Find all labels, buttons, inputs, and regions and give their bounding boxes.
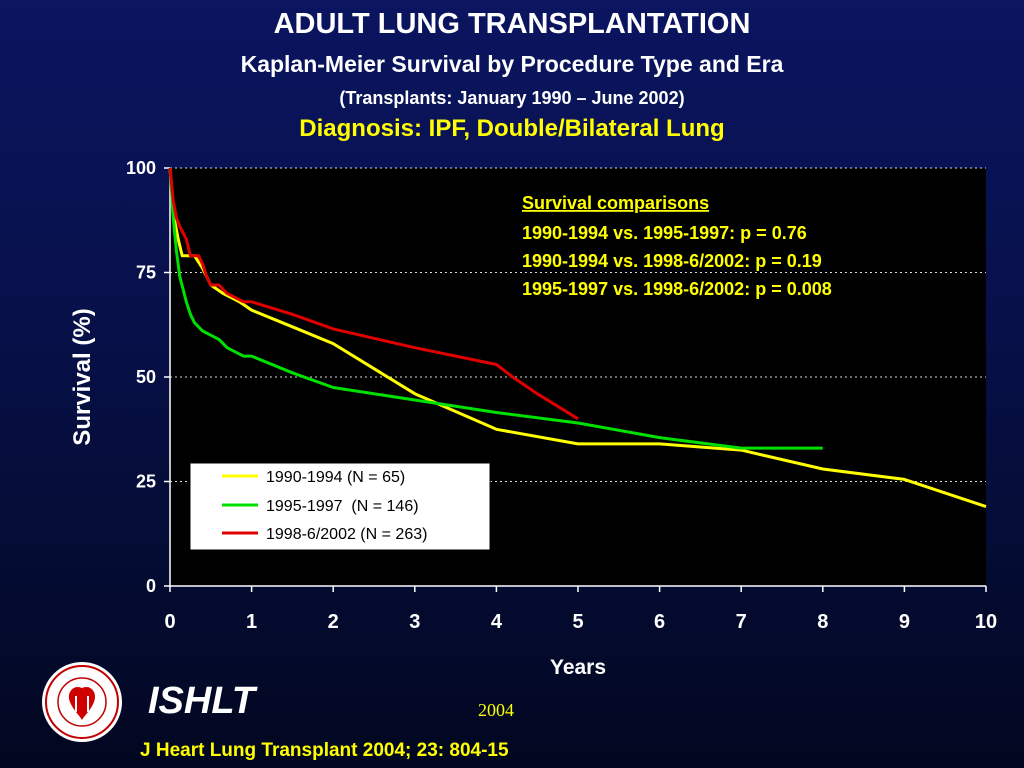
comparison-line: 1990-1994 vs. 1998-6/2002: p = 0.19 (522, 251, 822, 271)
x-tick-label: 7 (736, 611, 747, 633)
slide-title: ADULT LUNG TRANSPLANTATION (273, 8, 751, 40)
y-tick-label: 100 (126, 158, 156, 178)
x-tick-label: 9 (899, 611, 910, 633)
slide-subtitle: Kaplan-Meier Survival by Procedure Type … (240, 51, 784, 77)
series-line (168, 167, 987, 509)
survival-comparisons: Survival comparisons 1990-1994 vs. 1995-… (522, 193, 832, 299)
x-tick-label: 5 (572, 611, 583, 633)
legend-label: 1998-6/2002 (N = 263) (266, 526, 427, 543)
x-tick-label: 6 (654, 611, 665, 633)
comparison-line: 1995-1997 vs. 1998-6/2002: p = 0.008 (522, 279, 832, 299)
year-label: 2004 (478, 700, 514, 720)
x-tick-label: 4 (491, 611, 503, 633)
x-tick-label: 1 (246, 611, 257, 633)
legend-label: 1990-1994 (N = 65) (266, 469, 405, 486)
legend-label: 1995-1997 (N = 146) (266, 498, 419, 515)
x-tick-label: 10 (975, 611, 997, 633)
legend: 1990-1994 (N = 65) 1995-1997 (N = 146) 1… (189, 462, 491, 551)
y-tick-label: 75 (136, 263, 156, 283)
series-line (168, 167, 823, 450)
y-tick-label: 0 (146, 576, 156, 596)
x-tick-label: 3 (409, 611, 420, 633)
citation: J Heart Lung Transplant 2004; 23: 804-15 (140, 740, 509, 761)
x-axis-label: Years (550, 656, 606, 679)
comparison-line: 1990-1994 vs. 1995-1997: p = 0.76 (522, 223, 807, 243)
x-tick-label: 2 (328, 611, 339, 633)
diagnosis-label: Diagnosis: IPF, Double/Bilateral Lung (299, 115, 725, 142)
comparisons-heading: Survival comparisons (522, 193, 709, 213)
ishlt-brand: ISHLT (148, 680, 255, 722)
ishlt-logo (42, 662, 122, 742)
y-tick-label: 25 (136, 472, 156, 492)
y-axis-label: Survival (%) (69, 308, 96, 445)
x-tick-label: 8 (817, 611, 828, 633)
series-line (168, 167, 579, 421)
y-tick-label: 50 (136, 367, 156, 387)
transplant-period: (Transplants: January 1990 – June 2002) (339, 88, 685, 108)
x-tick-label: 0 (164, 611, 175, 633)
